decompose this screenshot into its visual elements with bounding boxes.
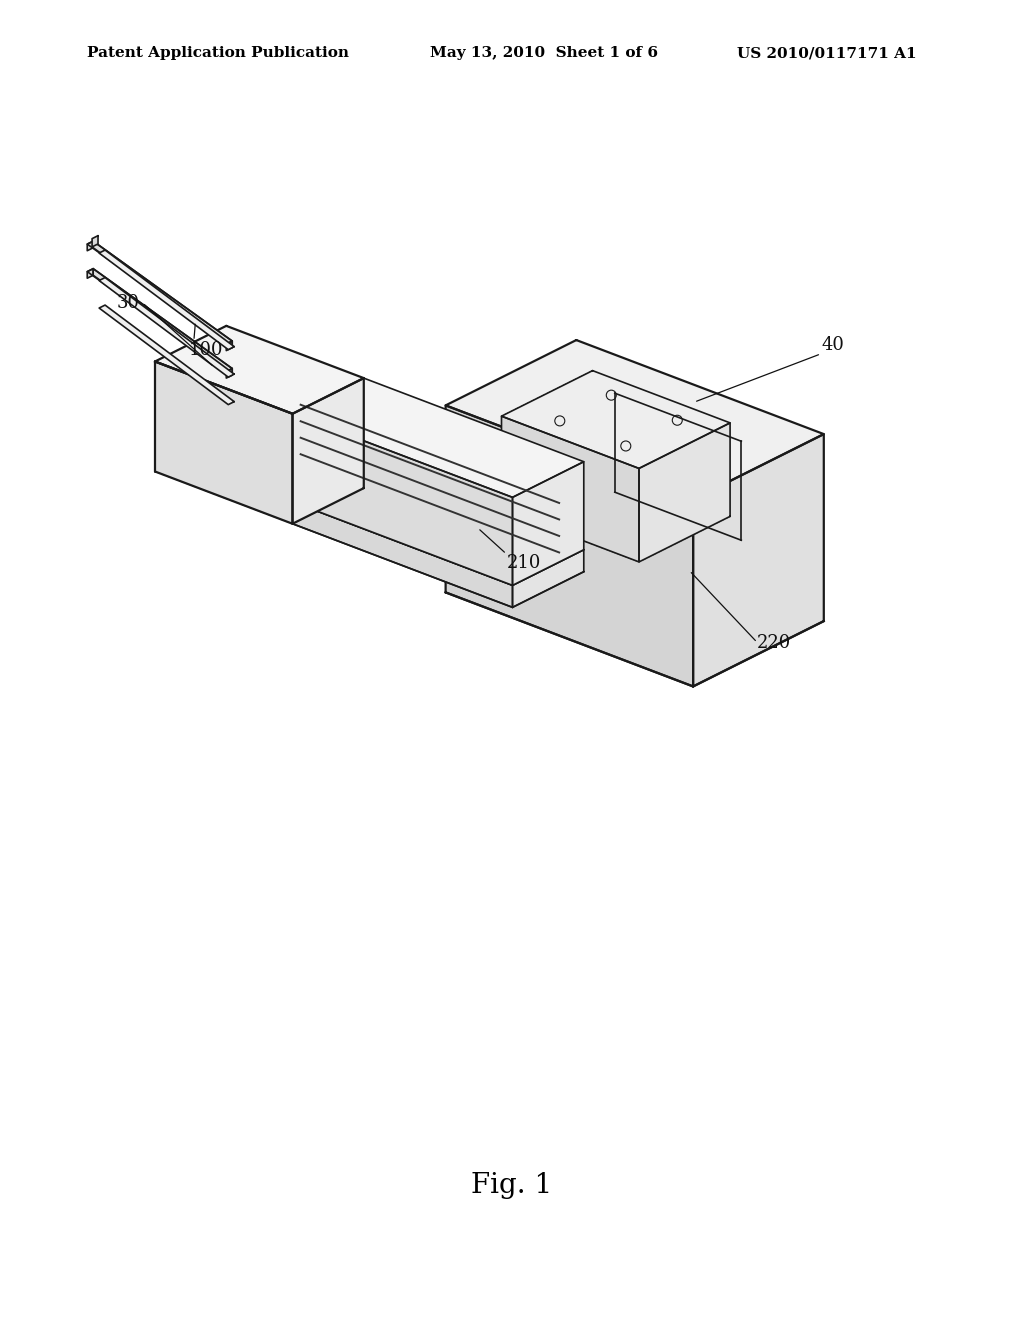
Polygon shape <box>99 249 234 350</box>
Polygon shape <box>93 269 232 375</box>
Polygon shape <box>87 269 232 371</box>
Polygon shape <box>293 502 512 607</box>
Polygon shape <box>512 462 584 585</box>
Text: 100: 100 <box>188 341 223 359</box>
Polygon shape <box>99 277 234 378</box>
Text: Patent Application Publication: Patent Application Publication <box>87 46 349 61</box>
Polygon shape <box>293 378 364 524</box>
Polygon shape <box>293 413 512 585</box>
Polygon shape <box>293 378 584 498</box>
Polygon shape <box>693 434 823 686</box>
Text: 210: 210 <box>507 554 541 572</box>
Polygon shape <box>99 305 234 405</box>
Text: 30: 30 <box>117 293 139 312</box>
Text: US 2010/0117171 A1: US 2010/0117171 A1 <box>737 46 916 61</box>
Polygon shape <box>512 549 584 607</box>
Polygon shape <box>155 362 293 524</box>
Text: 40: 40 <box>821 335 844 354</box>
Polygon shape <box>445 341 823 499</box>
Text: Fig. 1: Fig. 1 <box>471 1172 553 1199</box>
Polygon shape <box>87 242 232 345</box>
Polygon shape <box>445 405 693 686</box>
Polygon shape <box>226 368 232 378</box>
Polygon shape <box>93 242 232 347</box>
Polygon shape <box>87 242 93 251</box>
Polygon shape <box>502 416 639 562</box>
Text: May 13, 2010  Sheet 1 of 6: May 13, 2010 Sheet 1 of 6 <box>430 46 658 61</box>
Polygon shape <box>226 341 232 351</box>
Polygon shape <box>155 326 364 413</box>
Polygon shape <box>92 236 98 247</box>
Polygon shape <box>639 422 730 562</box>
Polygon shape <box>502 371 730 469</box>
Text: 220: 220 <box>758 634 792 652</box>
Polygon shape <box>87 269 93 279</box>
Polygon shape <box>293 466 584 585</box>
